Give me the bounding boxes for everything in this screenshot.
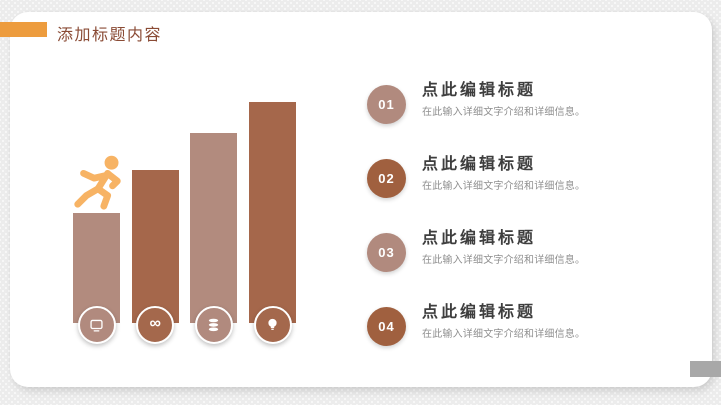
item-description: 在此输入详细文字介绍和详细信息。 bbox=[422, 255, 586, 267]
list-item-3[interactable]: 03 点此编辑标题 在此输入详细文字介绍和详细信息。 bbox=[367, 230, 667, 272]
bar-step-4 bbox=[249, 102, 297, 344]
item-number-badge: 04 bbox=[367, 307, 406, 346]
item-title: 点此编辑标题 bbox=[422, 230, 537, 247]
bar-step-1 bbox=[73, 213, 120, 344]
lightbulb-icon bbox=[253, 306, 292, 344]
page-title: 添加标题内容 bbox=[57, 27, 163, 44]
item-number-badge: 01 bbox=[367, 85, 406, 124]
item-description: 在此输入详细文字介绍和详细信息。 bbox=[422, 107, 586, 119]
list-item-1[interactable]: 01 点此编辑标题 在此输入详细文字介绍和详细信息。 bbox=[367, 82, 667, 124]
item-description: 在此输入详细文字介绍和详细信息。 bbox=[422, 329, 586, 341]
bar-chart: ∞ bbox=[73, 102, 297, 344]
scrollbar-thumb[interactable] bbox=[690, 361, 721, 377]
item-description: 在此输入详细文字介绍和详细信息。 bbox=[422, 181, 586, 193]
database-icon bbox=[194, 306, 233, 344]
infinity-icon: ∞ bbox=[136, 306, 175, 344]
item-number-badge: 03 bbox=[367, 233, 406, 272]
item-number-badge: 02 bbox=[367, 159, 406, 198]
item-title: 点此编辑标题 bbox=[422, 156, 537, 173]
item-title: 点此编辑标题 bbox=[422, 82, 537, 99]
item-title: 点此编辑标题 bbox=[422, 304, 537, 321]
slide-card bbox=[10, 12, 712, 387]
monitor-icon bbox=[77, 306, 116, 344]
bar-step-2: ∞ bbox=[131, 170, 179, 344]
list-item-2[interactable]: 02 点此编辑标题 在此输入详细文字介绍和详细信息。 bbox=[367, 156, 667, 198]
header-accent-bar bbox=[0, 22, 47, 37]
bar-step-3 bbox=[190, 133, 238, 344]
list-item-4[interactable]: 04 点此编辑标题 在此输入详细文字介绍和详细信息。 bbox=[367, 304, 667, 346]
runner-icon bbox=[74, 155, 121, 210]
